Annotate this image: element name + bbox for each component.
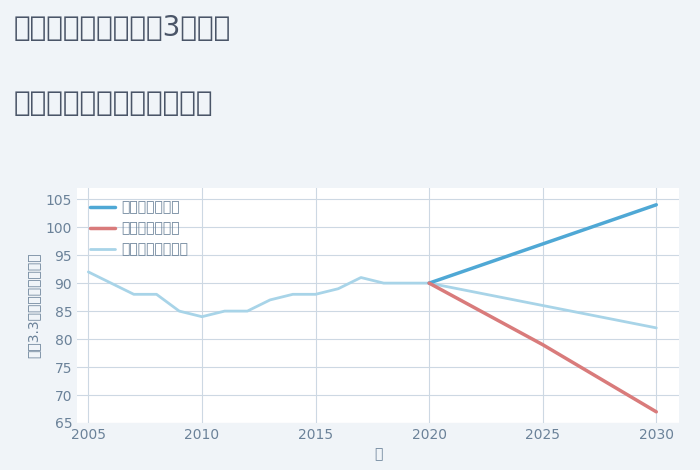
バッドシナリオ — [652, 409, 661, 415]
Line: ノーマルシナリオ: ノーマルシナリオ — [429, 283, 657, 328]
ノーマルシナリオ — [425, 280, 433, 286]
バッドシナリオ — [425, 280, 433, 286]
Legend: グッドシナリオ, バッドシナリオ, ノーマルシナリオ: グッドシナリオ, バッドシナリオ, ノーマルシナリオ — [84, 195, 194, 262]
グッドシナリオ — [538, 241, 547, 247]
Text: 中古マンションの価格推移: 中古マンションの価格推移 — [14, 89, 213, 118]
Line: バッドシナリオ: バッドシナリオ — [429, 283, 657, 412]
X-axis label: 年: 年 — [374, 447, 382, 462]
バッドシナリオ — [538, 342, 547, 347]
Y-axis label: 坪（3.3㎡）単価（万円）: 坪（3.3㎡）単価（万円） — [26, 253, 40, 358]
Line: グッドシナリオ: グッドシナリオ — [429, 205, 657, 283]
グッドシナリオ — [652, 202, 661, 208]
Text: 三重県名張市春日丘3番町の: 三重県名張市春日丘3番町の — [14, 14, 231, 42]
ノーマルシナリオ — [652, 325, 661, 331]
ノーマルシナリオ — [538, 303, 547, 308]
グッドシナリオ — [425, 280, 433, 286]
